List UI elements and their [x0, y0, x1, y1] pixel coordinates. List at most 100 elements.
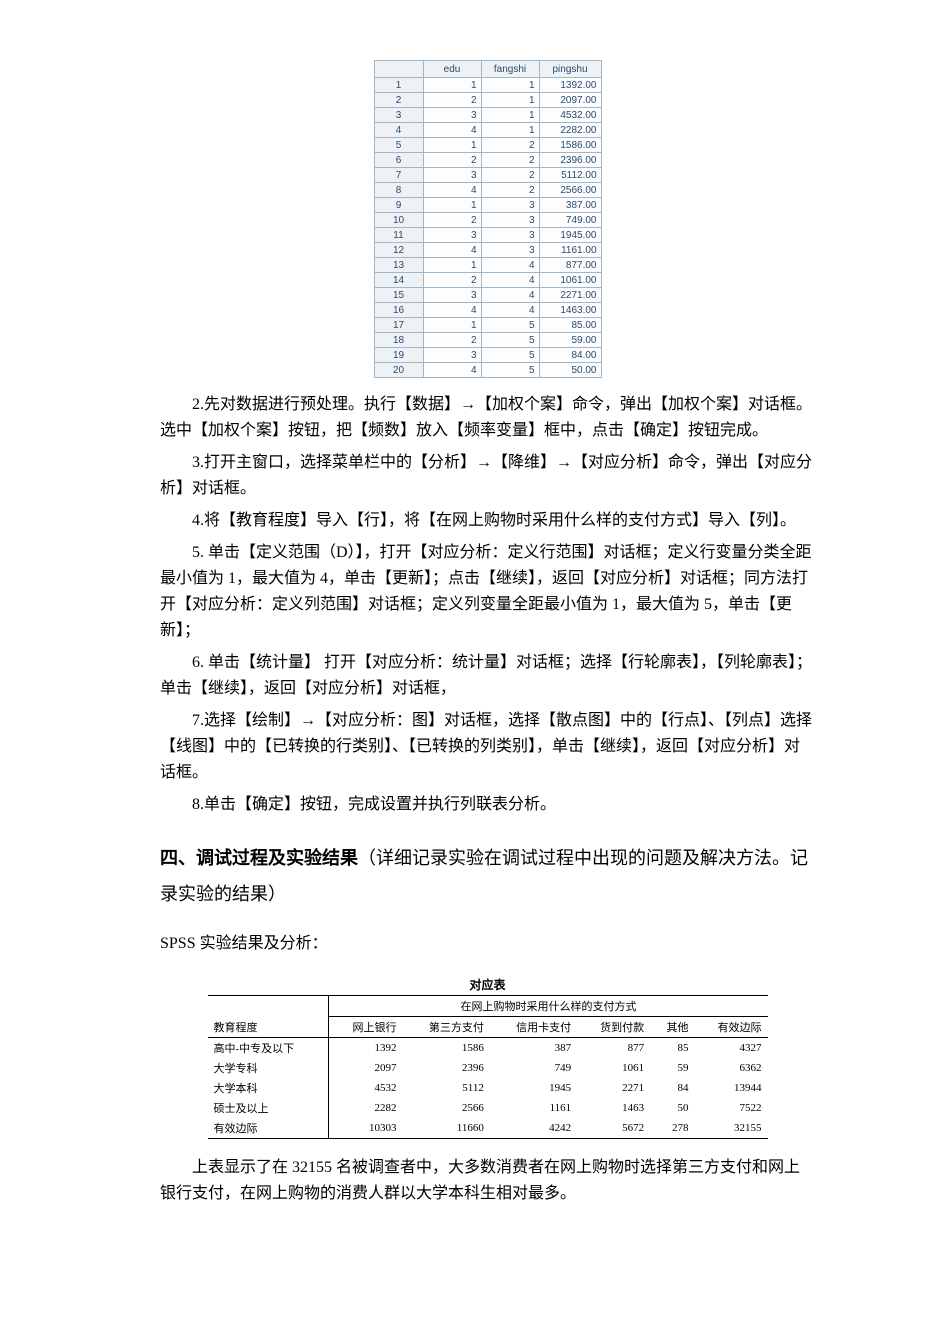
spss-table-row: 913387.00 [374, 198, 601, 213]
corr-cell: 749 [490, 1058, 577, 1078]
step-paragraph-8: 8.单击【确定】按钮，完成设置并执行列联表分析。 [160, 792, 815, 818]
spss-cell: 1061.00 [539, 273, 601, 288]
spss-cell: 4 [423, 363, 481, 378]
spss-row-index: 9 [374, 198, 423, 213]
step-paragraph-6: 6. 单击【统计量】 打开【对应分析：统计量】对话框；选择【行轮廓表】，【列轮廓… [160, 650, 815, 702]
corr-cell: 2271 [577, 1078, 650, 1098]
spss-table-row: 15342271.00 [374, 288, 601, 303]
spss-cell: 2 [423, 213, 481, 228]
spss-cell: 2 [481, 153, 539, 168]
spss-table-row: 12431161.00 [374, 243, 601, 258]
spss-table-body: 1111392.002212097.003314532.004412282.00… [374, 78, 601, 378]
corr-cell: 11660 [403, 1118, 490, 1139]
spss-cell: 2 [423, 333, 481, 348]
spss-table-row: 14241061.00 [374, 273, 601, 288]
corr-cell: 4532 [329, 1078, 403, 1098]
spss-cell: 3 [423, 228, 481, 243]
spss-cell: 1161.00 [539, 243, 601, 258]
spss-row-index: 14 [374, 273, 423, 288]
correspondence-table-title: 对应表 [160, 976, 815, 993]
corr-cell: 59 [650, 1058, 694, 1078]
corr-row-label: 高中-中专及以下 [208, 1038, 329, 1059]
corr-cell: 1061 [577, 1058, 650, 1078]
spss-cell: 1 [423, 198, 481, 213]
spss-cell: 1 [481, 78, 539, 93]
spss-cell: 4532.00 [539, 108, 601, 123]
corr-col-header: 网上银行 [329, 1017, 403, 1038]
corr-cell: 1586 [403, 1038, 490, 1059]
spss-cell: 1 [481, 93, 539, 108]
spss-cell: 2 [481, 168, 539, 183]
spss-data-table-wrap: edu fangshi pingshu 1111392.002212097.00… [160, 60, 815, 378]
corr-cell: 32155 [694, 1118, 767, 1139]
spss-corner-cell [374, 61, 423, 78]
corr-cell: 5672 [577, 1118, 650, 1139]
corr-cell: 85 [650, 1038, 694, 1059]
corr-col-header: 第三方支付 [403, 1017, 490, 1038]
spss-cell: 3 [423, 108, 481, 123]
section-4-title: 四、调试过程及实验结果 [160, 848, 358, 868]
spss-cell: 4 [423, 243, 481, 258]
corr-cell: 10303 [329, 1118, 403, 1139]
spss-results-subhead: SPSS 实验结果及分析： [160, 930, 815, 958]
spss-row-index: 20 [374, 363, 423, 378]
spss-table-row: 1023749.00 [374, 213, 601, 228]
spss-cell: 1 [423, 78, 481, 93]
spss-row-index: 1 [374, 78, 423, 93]
spss-table-row: 182559.00 [374, 333, 601, 348]
spss-cell: 1945.00 [539, 228, 601, 243]
spss-table-row: 1111392.00 [374, 78, 601, 93]
spss-cell: 4 [481, 303, 539, 318]
spss-cell: 5 [481, 348, 539, 363]
corr-cell: 2282 [329, 1098, 403, 1118]
spss-cell: 2 [481, 183, 539, 198]
corr-cell: 4242 [490, 1118, 577, 1139]
corr-cell: 4327 [694, 1038, 767, 1059]
corr-cell: 50 [650, 1098, 694, 1118]
corr-cell: 2566 [403, 1098, 490, 1118]
corr-col-header: 有效边际 [694, 1017, 767, 1038]
spss-cell: 1 [481, 108, 539, 123]
concluding-paragraph: 上表显示了在 32155 名被调查者中，大多数消费者在网上购物时选择第三方支付和… [160, 1155, 815, 1207]
corr-row-label: 大学专科 [208, 1058, 329, 1078]
corr-cell: 1161 [490, 1098, 577, 1118]
corr-cell: 278 [650, 1118, 694, 1139]
spss-cell: 5 [481, 318, 539, 333]
spss-cell: 4 [481, 273, 539, 288]
spss-cell: 3 [481, 228, 539, 243]
spss-row-index: 7 [374, 168, 423, 183]
spss-row-index: 15 [374, 288, 423, 303]
spss-table-row: 8422566.00 [374, 183, 601, 198]
step-paragraph-3: 3.打开主窗口，选择菜单栏中的【分析】→【降维】→【对应分析】命令，弹出【对应分… [160, 450, 815, 502]
spss-cell: 84.00 [539, 348, 601, 363]
spss-cell: 1 [423, 258, 481, 273]
corr-table-row: 高中-中专及以下13921586387877854327 [208, 1038, 768, 1059]
spss-cell: 4 [481, 258, 539, 273]
spss-cell: 2396.00 [539, 153, 601, 168]
spss-cell: 5 [481, 363, 539, 378]
spss-row-index: 16 [374, 303, 423, 318]
spss-cell: 4 [423, 123, 481, 138]
spss-table-row: 11331945.00 [374, 228, 601, 243]
corr-row-label: 硕士及以上 [208, 1098, 329, 1118]
spss-row-index: 13 [374, 258, 423, 273]
corr-stub-header: 教育程度 [208, 996, 329, 1038]
corr-row-label: 大学本科 [208, 1078, 329, 1098]
spss-cell: 2 [481, 138, 539, 153]
spss-row-index: 2 [374, 93, 423, 108]
corr-col-header: 其他 [650, 1017, 694, 1038]
spss-cell: 2 [423, 273, 481, 288]
spss-cell: 85.00 [539, 318, 601, 333]
corr-cell: 6362 [694, 1058, 767, 1078]
spss-cell: 5112.00 [539, 168, 601, 183]
spss-cell: 5 [481, 333, 539, 348]
corr-group-header: 在网上购物时采用什么样的支付方式 [329, 996, 768, 1017]
spss-cell: 3 [423, 168, 481, 183]
spss-table-row: 1314877.00 [374, 258, 601, 273]
spss-cell: 2 [423, 93, 481, 108]
step-paragraph-5: 5. 单击【定义范围（D）】，打开【对应分析：定义行范围】对话框；定义行变量分类… [160, 540, 815, 644]
corr-cell: 2097 [329, 1058, 403, 1078]
spss-cell: 50.00 [539, 363, 601, 378]
spss-row-index: 17 [374, 318, 423, 333]
corr-cell: 5112 [403, 1078, 490, 1098]
